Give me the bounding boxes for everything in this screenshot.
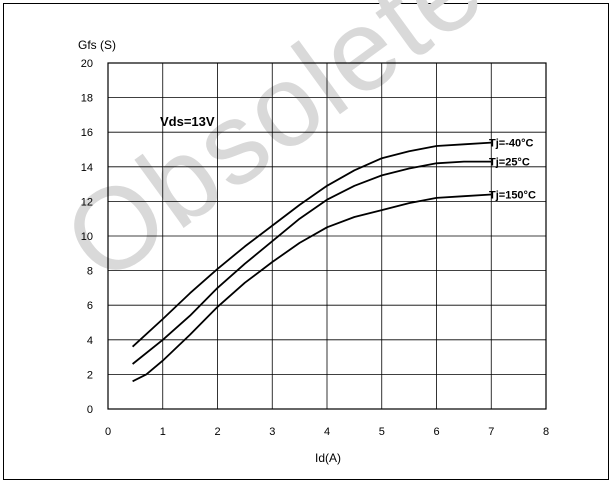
series-labels: Tj=-40°C Tj=25°C Tj=150°C xyxy=(489,138,536,202)
x-tick-label: 6 xyxy=(433,426,439,438)
x-tick-labels: 0 1 2 3 4 5 6 7 8 xyxy=(105,426,549,438)
series-line xyxy=(133,162,492,364)
y-tick-labels: 0 2 4 6 8 10 12 14 16 18 20 xyxy=(81,58,93,416)
x-tick-label: 0 xyxy=(105,426,111,438)
series-label: Tj=-40°C xyxy=(489,138,533,150)
y-tick-label: 10 xyxy=(81,231,93,243)
y-axis-label: Gfs (S) xyxy=(78,38,116,52)
x-tick-label: 2 xyxy=(214,426,220,438)
x-tick-label: 4 xyxy=(324,426,330,438)
y-tick-label: 0 xyxy=(87,404,93,416)
series-label: Tj=25°C xyxy=(489,157,530,169)
y-tick-label: 20 xyxy=(81,58,93,70)
series-line xyxy=(133,195,492,382)
x-tick-label: 1 xyxy=(160,426,166,438)
series-lines xyxy=(133,143,492,382)
y-tick-label: 16 xyxy=(81,127,93,139)
y-tick-label: 2 xyxy=(87,369,93,381)
x-tick-label: 7 xyxy=(488,426,494,438)
x-tick-label: 5 xyxy=(379,426,385,438)
y-tick-label: 8 xyxy=(87,266,93,278)
y-tick-label: 4 xyxy=(87,335,93,347)
y-tick-label: 14 xyxy=(81,162,93,174)
series-line xyxy=(133,143,492,347)
y-tick-label: 18 xyxy=(81,93,93,105)
x-tick-label: 8 xyxy=(543,426,549,438)
x-tick-label: 3 xyxy=(269,426,275,438)
y-tick-label: 12 xyxy=(81,196,93,208)
x-axis-label: Id(A) xyxy=(315,451,341,465)
condition-annotation: Vds=13V xyxy=(160,114,215,129)
y-tick-label: 6 xyxy=(87,300,93,312)
series-label: Tj=150°C xyxy=(489,189,536,201)
